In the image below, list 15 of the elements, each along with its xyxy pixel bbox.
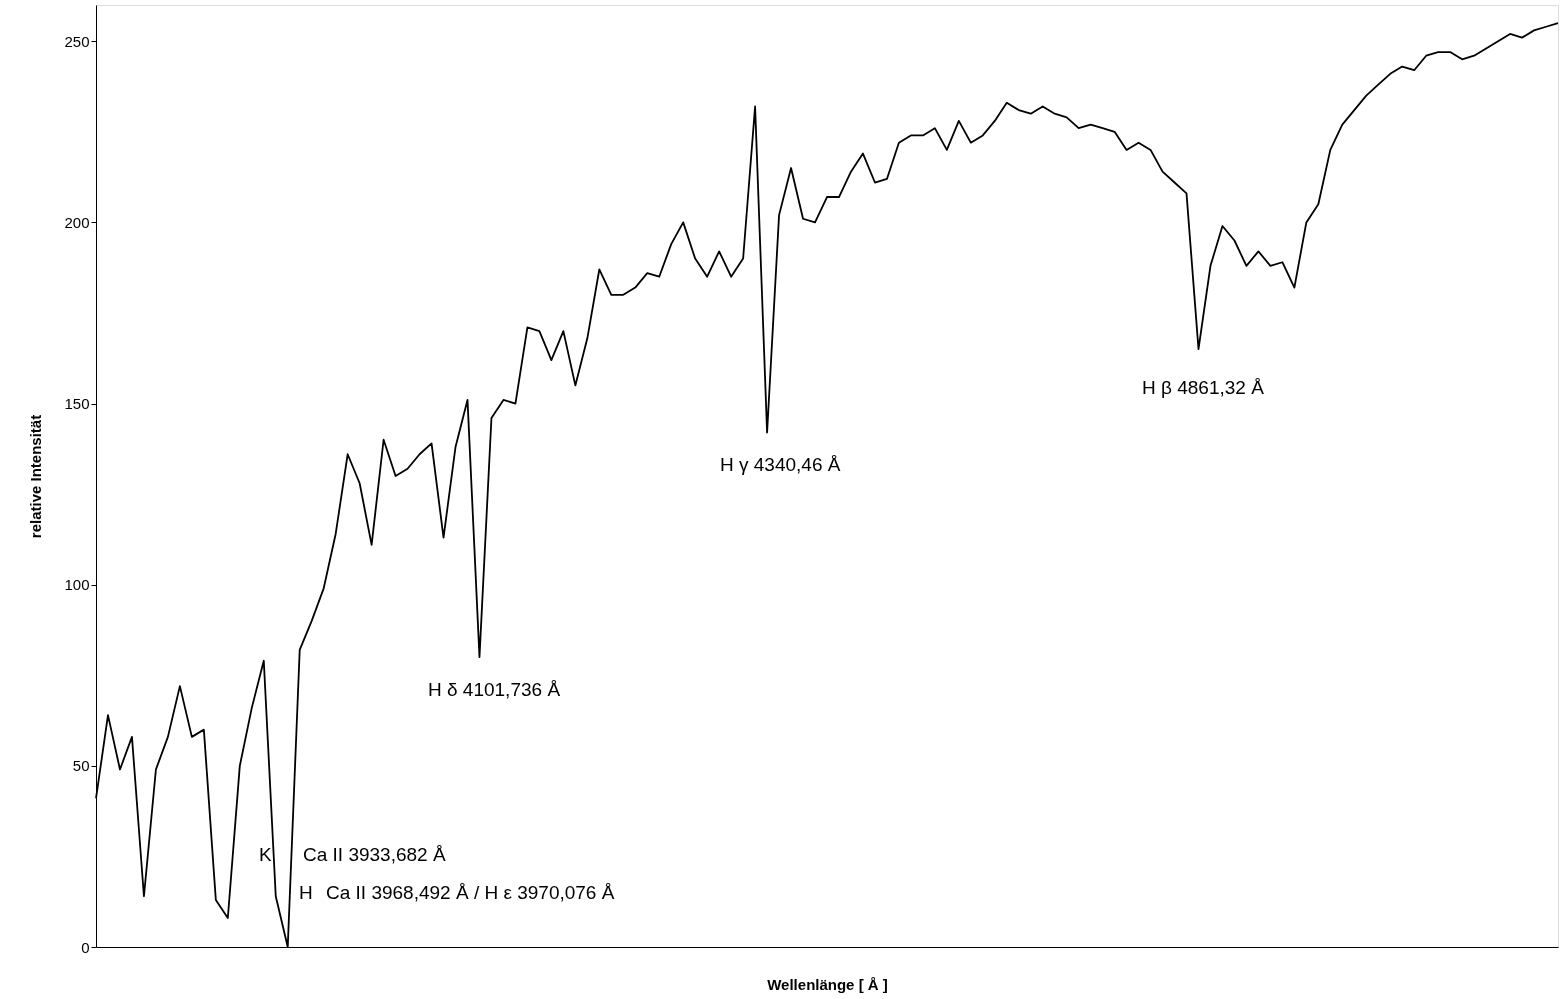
y-tick-label: 250	[64, 32, 90, 50]
y-tick-label: 150	[64, 395, 90, 413]
y-tick-label: 0	[81, 938, 90, 956]
annotation: Ca II 3968,492 Å / H ε 3970,076 Å	[326, 882, 615, 903]
y-tick-label: 50	[72, 757, 90, 775]
annotation: H β 4861,32 Å	[1142, 377, 1265, 398]
annotation: H	[299, 882, 313, 903]
y-axis-title: relative Intensität	[27, 414, 45, 539]
x-axis-title: Wellenlänge [ Å ]	[767, 975, 888, 993]
annotation: K	[259, 844, 272, 865]
y-tick-label: 100	[64, 576, 90, 594]
annotation: H δ 4101,736 Å	[428, 679, 561, 700]
annotation: Ca II 3933,682 Å	[303, 844, 446, 865]
y-tick-label: 200	[64, 213, 90, 231]
annotation: H γ 4340,46 Å	[720, 454, 841, 475]
